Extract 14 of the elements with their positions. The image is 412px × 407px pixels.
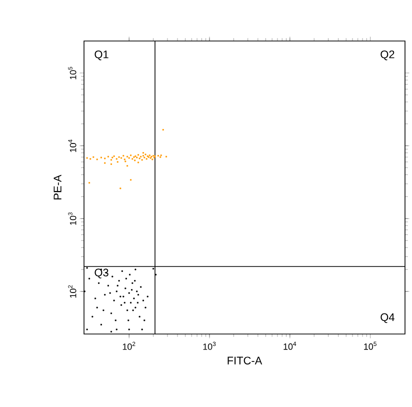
x-tick-label: 10$^{3}$ (203, 342, 216, 350)
x-tick-label: 10$^{4}$ (284, 342, 296, 350)
annotation: Q1 (94, 50, 108, 60)
y-tick-label: 10$^{2}$ (68, 285, 76, 298)
x-tick-label: 10$^{5}$ (364, 342, 376, 350)
y-tick-label: 10$^{3}$ (68, 212, 76, 225)
annotation: Q2 (380, 50, 394, 60)
annotation: Q3 (94, 268, 108, 278)
y-axis-title: PE-A (54, 174, 62, 200)
y-tick-label: 10$^{5}$ (68, 66, 76, 80)
y-tick-label: 10$^{4}$ (68, 140, 76, 152)
x-tick-label: 10$^{2}$ (122, 342, 136, 350)
x-axis-title: FITC-A (228, 356, 262, 364)
annotation: Q4 (380, 313, 394, 324)
